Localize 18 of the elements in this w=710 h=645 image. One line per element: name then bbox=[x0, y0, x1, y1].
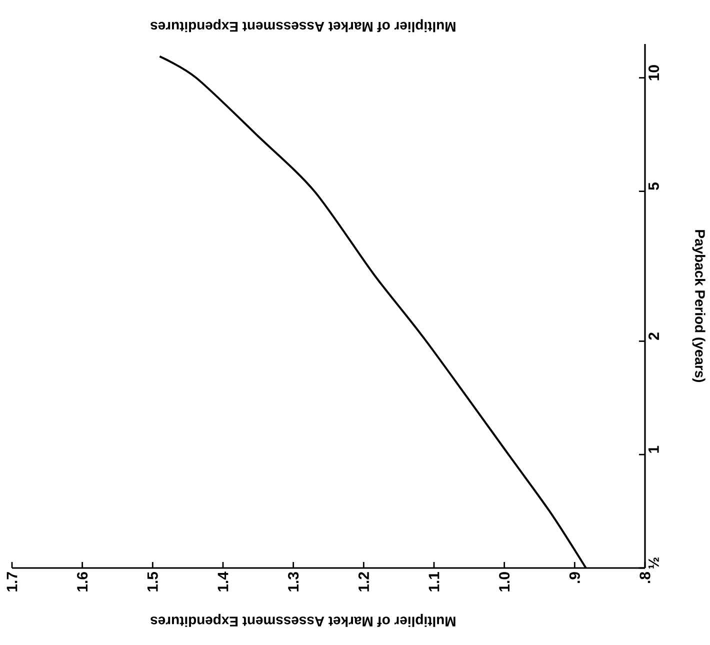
y-tick-label: 10 bbox=[648, 65, 660, 80]
x-tick-label: .8 bbox=[640, 572, 650, 583]
x-tick-label: 1.6 bbox=[77, 572, 88, 592]
x-tick-label: 1.1 bbox=[428, 572, 440, 592]
y-tick-label: 5 bbox=[648, 182, 659, 190]
x-tick-label: .9 bbox=[569, 572, 580, 583]
y-tick-label: 2 bbox=[648, 332, 659, 340]
x-tick-label: 1.0 bbox=[499, 572, 510, 592]
x-tick-label: 1.3 bbox=[288, 572, 299, 592]
x-axis-title: Multiplier of Market Assessment Expenditures bbox=[150, 614, 456, 627]
y-axis-title: Payback Period (years) bbox=[692, 230, 706, 382]
x-tick-label: 1.4 bbox=[218, 572, 228, 592]
text: Multiplier of Market Assessment Expenditures bbox=[150, 19, 456, 32]
x-tick-label: 1.7 bbox=[6, 572, 18, 592]
x-tick-label: 1.2 bbox=[358, 572, 369, 592]
y-tick-label: 1 bbox=[648, 446, 659, 453]
y-tick-label: ½ bbox=[648, 557, 659, 569]
x-tick-label: 1.5 bbox=[147, 572, 158, 592]
